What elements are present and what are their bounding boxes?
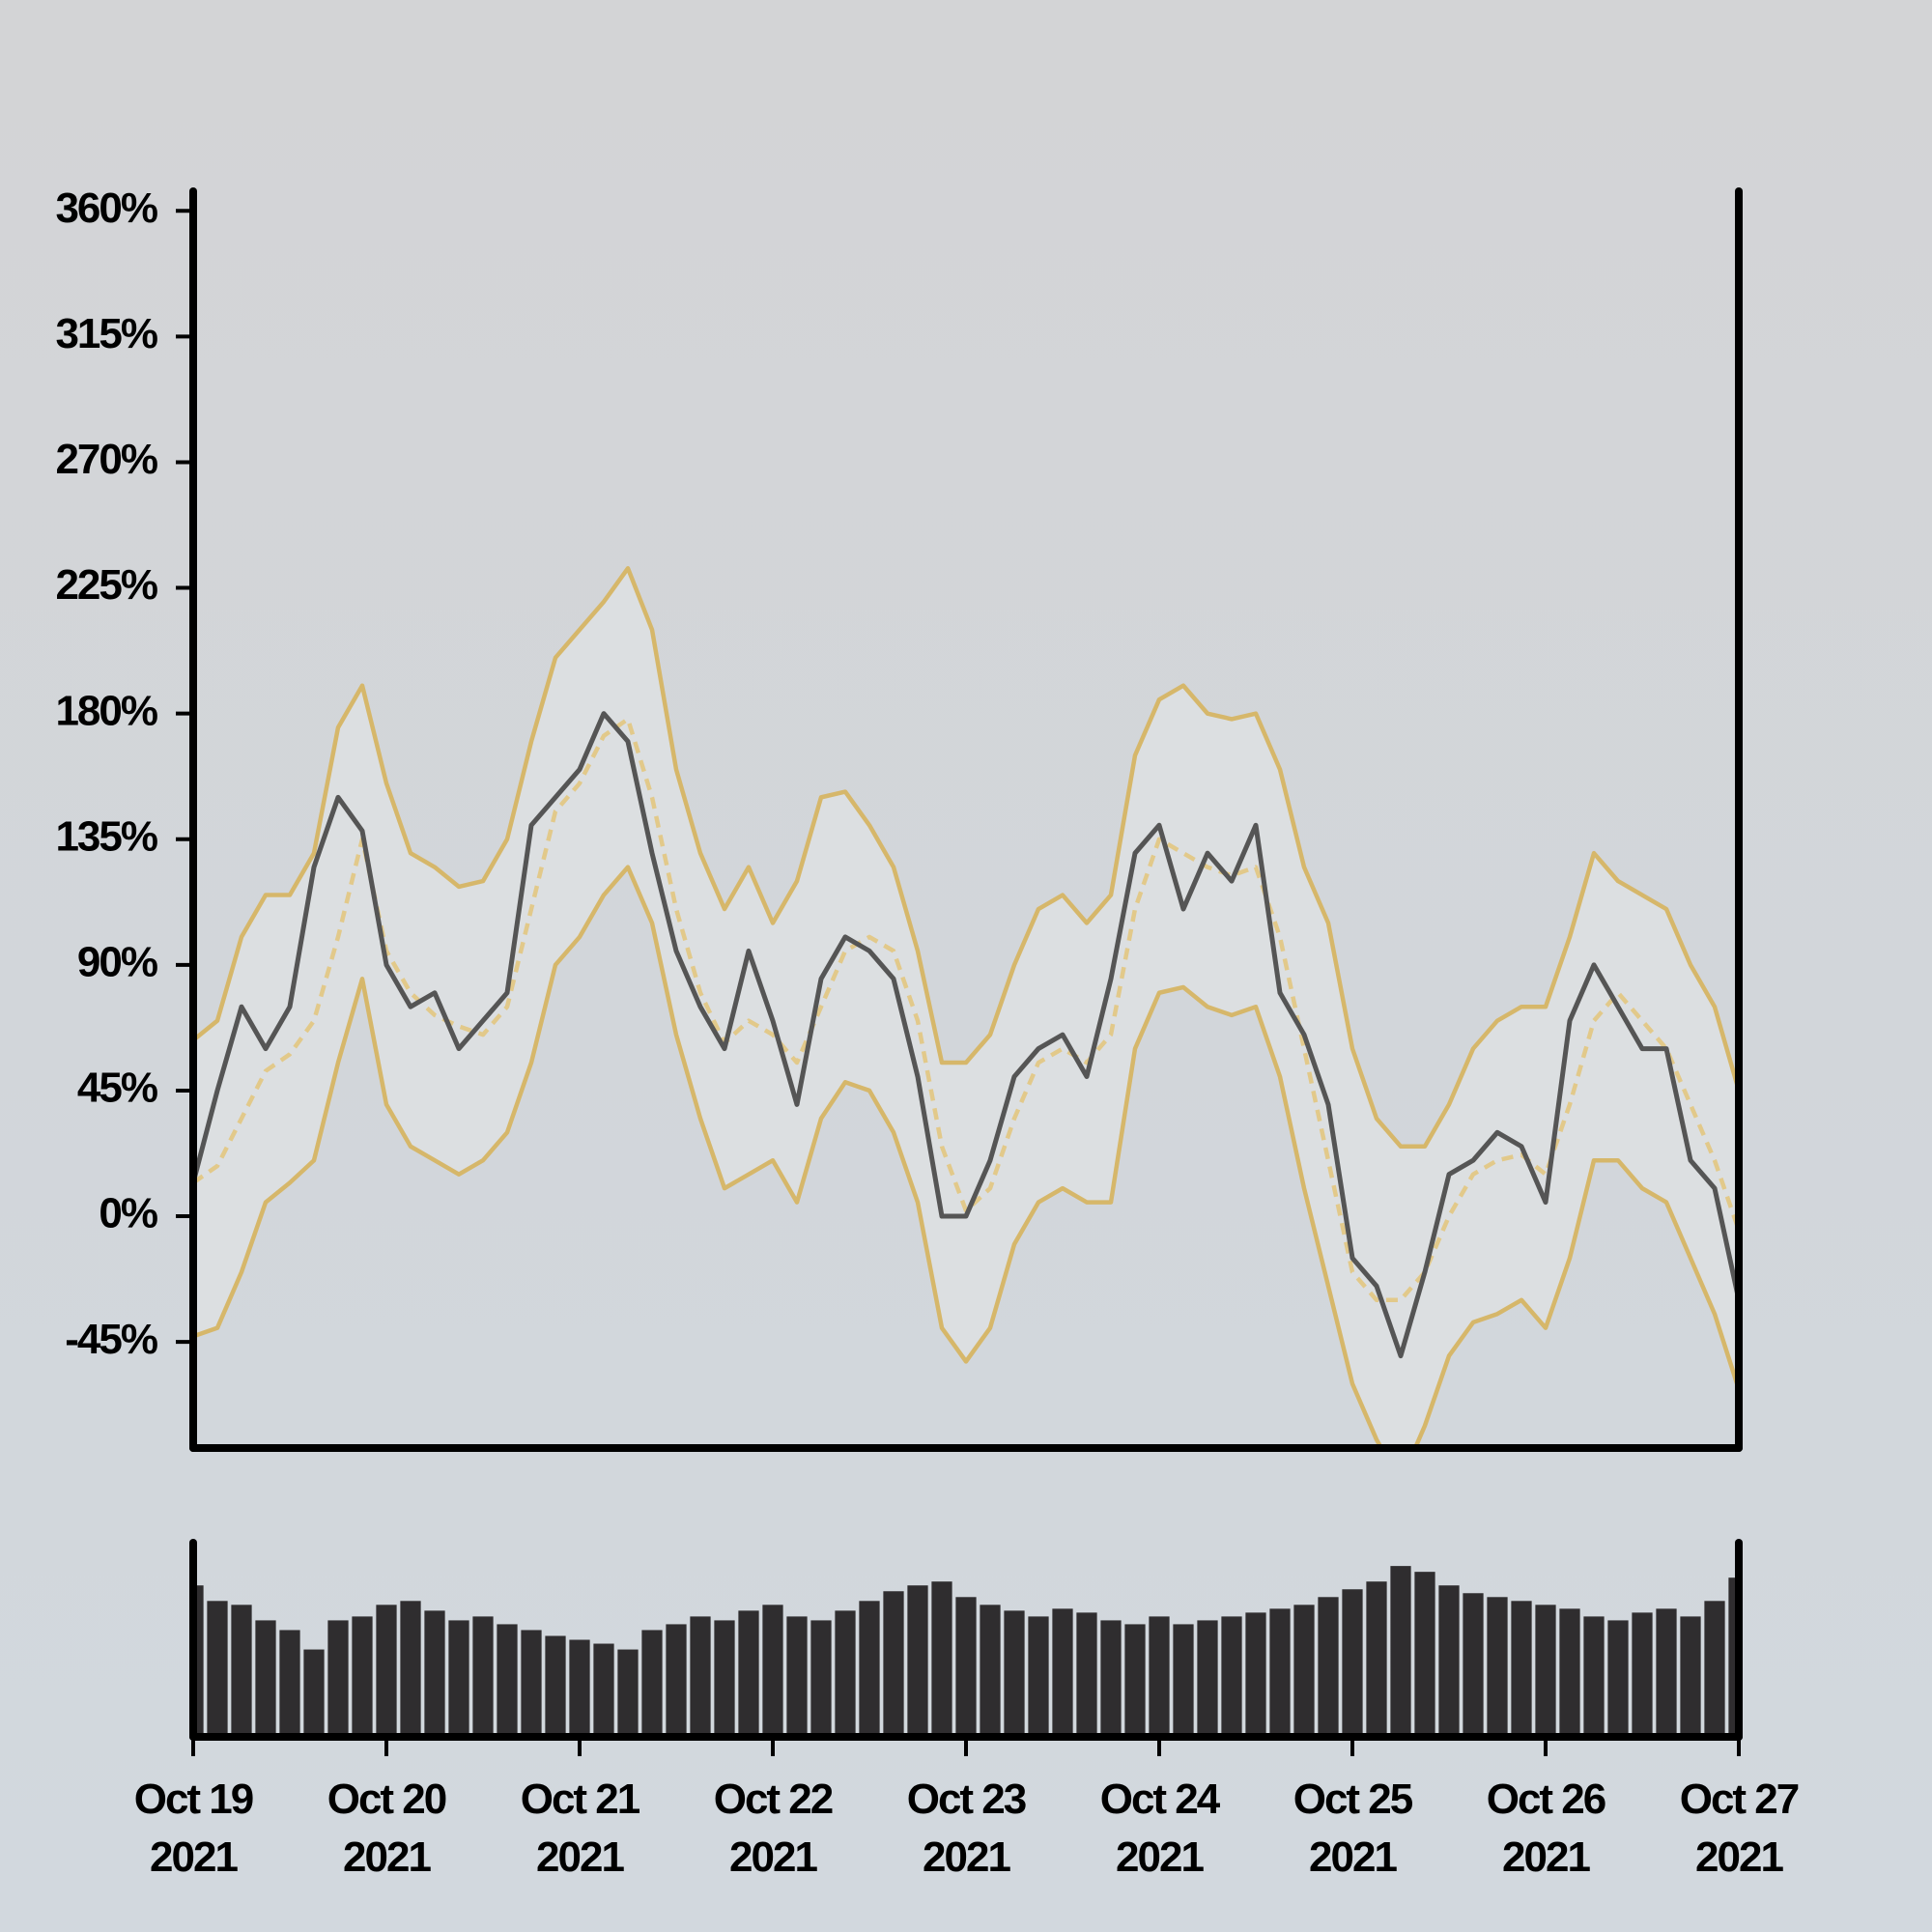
band-fill xyxy=(193,568,1739,1448)
volume-bar xyxy=(255,1620,276,1737)
volume-bar xyxy=(1100,1620,1122,1737)
volume-bar xyxy=(1487,1597,1508,1737)
volume-bar xyxy=(690,1616,711,1737)
volume-bar xyxy=(810,1620,832,1737)
volume-bar xyxy=(955,1597,977,1737)
volume-bar xyxy=(193,1585,204,1737)
volume-bar xyxy=(303,1649,325,1737)
volume-bar xyxy=(1004,1610,1025,1737)
volume-bar xyxy=(424,1610,445,1737)
volume-bar xyxy=(569,1639,590,1737)
volume-bar xyxy=(1366,1581,1387,1737)
volume-bar xyxy=(1511,1601,1532,1737)
volume-bar xyxy=(666,1624,687,1737)
volume-bar xyxy=(1269,1608,1291,1737)
y-tick-label: 180% xyxy=(55,687,156,734)
x-tick-label: Oct 24 2021 xyxy=(1099,1776,1221,1881)
volume-bar xyxy=(907,1585,928,1737)
volume-bar xyxy=(1463,1593,1484,1737)
volume-bar xyxy=(1293,1605,1315,1737)
volume-bar xyxy=(762,1605,783,1737)
volume-bar xyxy=(1583,1616,1605,1737)
volume-bar xyxy=(1221,1616,1242,1737)
volume-bar xyxy=(1438,1585,1460,1737)
y-tick-label: 135% xyxy=(55,812,156,860)
volume-bar xyxy=(497,1624,518,1737)
volume-bar xyxy=(545,1635,566,1737)
volume-bar xyxy=(859,1601,880,1737)
volume-bar xyxy=(1607,1620,1629,1737)
y-tick-label: 0% xyxy=(99,1190,156,1237)
volume-bar xyxy=(1535,1605,1556,1737)
volume-bar xyxy=(1245,1612,1266,1737)
volume-bar xyxy=(738,1610,759,1737)
volume-bar xyxy=(1680,1616,1701,1737)
volume-bar xyxy=(400,1601,421,1737)
volume-bar xyxy=(1028,1616,1049,1737)
volume-bar xyxy=(352,1616,373,1737)
volume-bar xyxy=(641,1630,663,1737)
x-tick-label: Oct 23 2021 xyxy=(906,1776,1028,1881)
x-tick-label: Oct 26 2021 xyxy=(1486,1776,1607,1881)
volume-bar xyxy=(1197,1620,1218,1737)
series-line xyxy=(193,865,1739,1448)
volume-bar xyxy=(786,1616,808,1737)
volume-bar xyxy=(1390,1566,1411,1737)
volume-bar xyxy=(1704,1601,1725,1737)
x-tick-label: Oct 21 2021 xyxy=(520,1776,641,1881)
volume-bar xyxy=(1559,1608,1580,1737)
volume-bar xyxy=(448,1620,469,1737)
volume-bar xyxy=(980,1605,1001,1737)
volume-bar xyxy=(1414,1572,1435,1737)
volume-bar xyxy=(1173,1624,1194,1737)
volume-bar xyxy=(1656,1608,1677,1737)
y-tick-label: 225% xyxy=(55,561,156,609)
volume-bar xyxy=(1342,1589,1363,1737)
x-tick-label: Oct 22 2021 xyxy=(713,1776,835,1881)
volume-bar xyxy=(1124,1624,1146,1737)
y-tick-label: -45% xyxy=(65,1316,157,1363)
series-line xyxy=(193,566,1739,1150)
x-tick-label: Oct 19 2021 xyxy=(133,1776,255,1881)
volume-bar xyxy=(1728,1577,1739,1737)
y-tick-label: 270% xyxy=(55,436,156,483)
volume-bar xyxy=(1076,1612,1097,1737)
volume-bar xyxy=(376,1605,397,1737)
volume-bar xyxy=(231,1605,252,1737)
y-tick-label: 45% xyxy=(77,1065,157,1112)
volume-bar xyxy=(931,1581,952,1737)
volume-bar xyxy=(835,1610,856,1737)
x-tick-label: Oct 27 2021 xyxy=(1679,1776,1801,1881)
x-tick-label: Oct 20 2021 xyxy=(327,1776,448,1881)
volume-bar xyxy=(472,1616,494,1737)
volume-bar xyxy=(521,1630,542,1737)
volume-bar xyxy=(593,1643,614,1737)
volume-bar xyxy=(883,1591,904,1737)
volume-bar xyxy=(1318,1597,1339,1737)
y-tick-label: 90% xyxy=(77,938,157,985)
volume-bar xyxy=(714,1620,735,1737)
volume-bar xyxy=(1052,1608,1073,1737)
y-tick-label: 315% xyxy=(55,310,156,357)
x-tick-label: Oct 25 2021 xyxy=(1293,1776,1414,1881)
volume-bar xyxy=(617,1649,639,1737)
volume-bar xyxy=(327,1620,349,1737)
volume-bar xyxy=(1632,1612,1653,1737)
series-line xyxy=(193,711,1739,1359)
volume-bar xyxy=(207,1601,228,1737)
volume-bar xyxy=(1149,1616,1170,1737)
volume-bar xyxy=(279,1630,300,1737)
y-tick-label: 360% xyxy=(55,185,156,232)
